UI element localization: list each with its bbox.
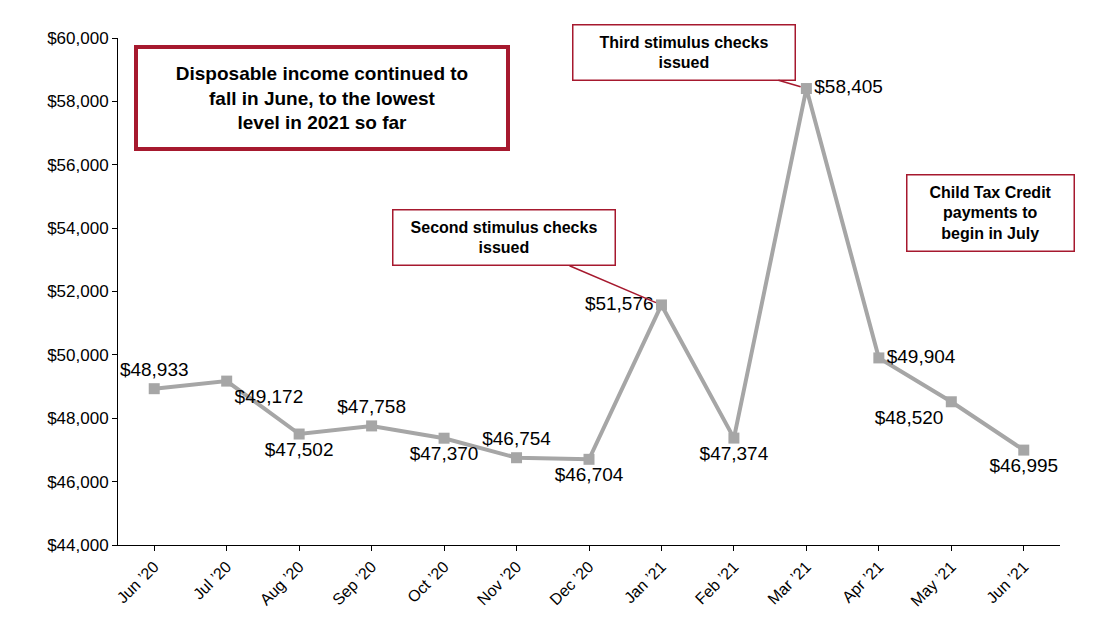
svg-text:$47,758: $47,758	[337, 396, 406, 417]
svg-text:Jul ’20: Jul ’20	[190, 558, 235, 603]
svg-text:Apr ’21: Apr ’21	[839, 558, 887, 606]
svg-text:Disposable income continued to: Disposable income continued tofall in Ju…	[176, 63, 468, 133]
svg-text:$47,502: $47,502	[265, 439, 334, 460]
svg-text:$58,405: $58,405	[814, 76, 883, 97]
svg-text:$58,000: $58,000	[47, 92, 108, 111]
svg-text:$52,000: $52,000	[47, 282, 108, 301]
svg-text:$48,520: $48,520	[875, 407, 944, 428]
svg-text:Feb ’21: Feb ’21	[692, 558, 742, 608]
svg-text:Oct ’20: Oct ’20	[404, 558, 452, 606]
svg-text:$54,000: $54,000	[47, 219, 108, 238]
svg-text:$46,000: $46,000	[47, 473, 108, 492]
svg-text:$47,370: $47,370	[410, 443, 479, 464]
svg-text:$51,576: $51,576	[585, 293, 654, 314]
svg-text:Child Tax Creditpayments tobeg: Child Tax Creditpayments tobegin in July	[929, 184, 1051, 243]
svg-text:Aug ’20: Aug ’20	[257, 558, 307, 608]
svg-text:Jun ’21: Jun ’21	[983, 558, 1032, 607]
svg-text:Third stimulus checksissued: Third stimulus checksissued	[599, 34, 768, 72]
svg-text:$44,000: $44,000	[47, 536, 108, 555]
svg-text:$60,000: $60,000	[47, 29, 108, 48]
svg-text:$47,374: $47,374	[700, 443, 769, 464]
svg-text:Mar ’21: Mar ’21	[764, 558, 814, 608]
svg-text:$48,000: $48,000	[47, 409, 108, 428]
svg-text:May ’21: May ’21	[907, 558, 959, 610]
svg-text:Jan ’21: Jan ’21	[621, 558, 670, 607]
svg-text:$49,172: $49,172	[235, 386, 304, 407]
svg-text:Jun ’20: Jun ’20	[114, 558, 163, 607]
svg-text:$50,000: $50,000	[47, 346, 108, 365]
svg-text:Second stimulus checksissued: Second stimulus checksissued	[411, 219, 598, 257]
svg-text:$46,995: $46,995	[989, 455, 1058, 476]
svg-text:$46,754: $46,754	[482, 428, 551, 449]
svg-text:$49,904: $49,904	[887, 346, 956, 367]
svg-text:$46,704: $46,704	[555, 464, 624, 485]
svg-text:Dec ’20: Dec ’20	[546, 558, 596, 608]
svg-text:Nov ’20: Nov ’20	[474, 558, 524, 608]
svg-text:Sep ’20: Sep ’20	[329, 558, 379, 608]
svg-text:$48,933: $48,933	[120, 359, 189, 380]
svg-text:$56,000: $56,000	[47, 156, 108, 175]
